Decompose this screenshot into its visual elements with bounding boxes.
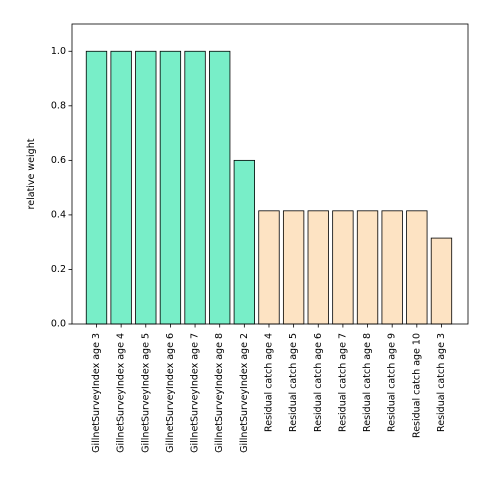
y-tick-label: 1.0: [51, 46, 66, 57]
x-tick-label: GillnetSurveyIndex age 8: [214, 333, 225, 453]
y-tick-label: 0.2: [51, 264, 66, 275]
x-tick-label: Residual catch age 8: [362, 333, 373, 432]
bar-7: [233, 159, 255, 325]
y-axis: 0.0 0.2 0.4 0.6 0.8 1.0: [51, 46, 72, 330]
x-axis: GillnetSurveyIndex age 3 GillnetSurveyInd…: [91, 324, 447, 453]
bar-2: [110, 50, 132, 325]
bar-13: [381, 210, 403, 325]
y-tick-label: 0.6: [51, 155, 66, 166]
x-tick-label: GillnetSurveyIndex age 4: [116, 333, 127, 453]
bar-5: [184, 50, 206, 325]
x-tick-label: Residual catch age 6: [313, 333, 324, 432]
bar-8: [258, 210, 280, 325]
bar-6: [209, 50, 231, 325]
bar-4: [159, 50, 182, 325]
x-tick-label: GillnetSurveyIndex age 7: [190, 333, 201, 453]
bar-15: [430, 237, 453, 325]
x-tick-label: GillnetSurveyIndex age 3: [91, 333, 102, 453]
bar-12: [356, 210, 379, 325]
x-tick-label: GillnetSurveyIndex age 2: [239, 333, 250, 453]
y-tick-label: 0.4: [51, 209, 66, 220]
y-tick-label: 0.0: [51, 319, 66, 330]
x-tick-label: Residual catch age 4: [263, 333, 274, 432]
x-tick-label: Residual catch age 10: [411, 333, 422, 438]
x-tick-label: Residual catch age 9: [387, 333, 398, 432]
x-tick-label: GillnetSurveyIndex age 6: [165, 333, 176, 453]
y-tick-label: 0.8: [51, 100, 66, 111]
bar-1: [85, 50, 108, 325]
x-tick-label: Residual catch age 5: [288, 333, 299, 432]
bar-9: [282, 210, 305, 325]
x-tick-label: Residual catch age 7: [337, 333, 348, 432]
y-axis-title: relative weight: [26, 138, 37, 209]
bar-10: [307, 210, 329, 325]
plot-frame: [71, 23, 469, 325]
bar-11: [332, 210, 354, 325]
x-tick-label: Residual catch age 3: [436, 333, 447, 432]
bar-3: [135, 50, 157, 325]
x-tick-label: GillnetSurveyIndex age 5: [140, 333, 151, 453]
bar-14: [406, 210, 428, 325]
bars-group: [85, 50, 453, 325]
